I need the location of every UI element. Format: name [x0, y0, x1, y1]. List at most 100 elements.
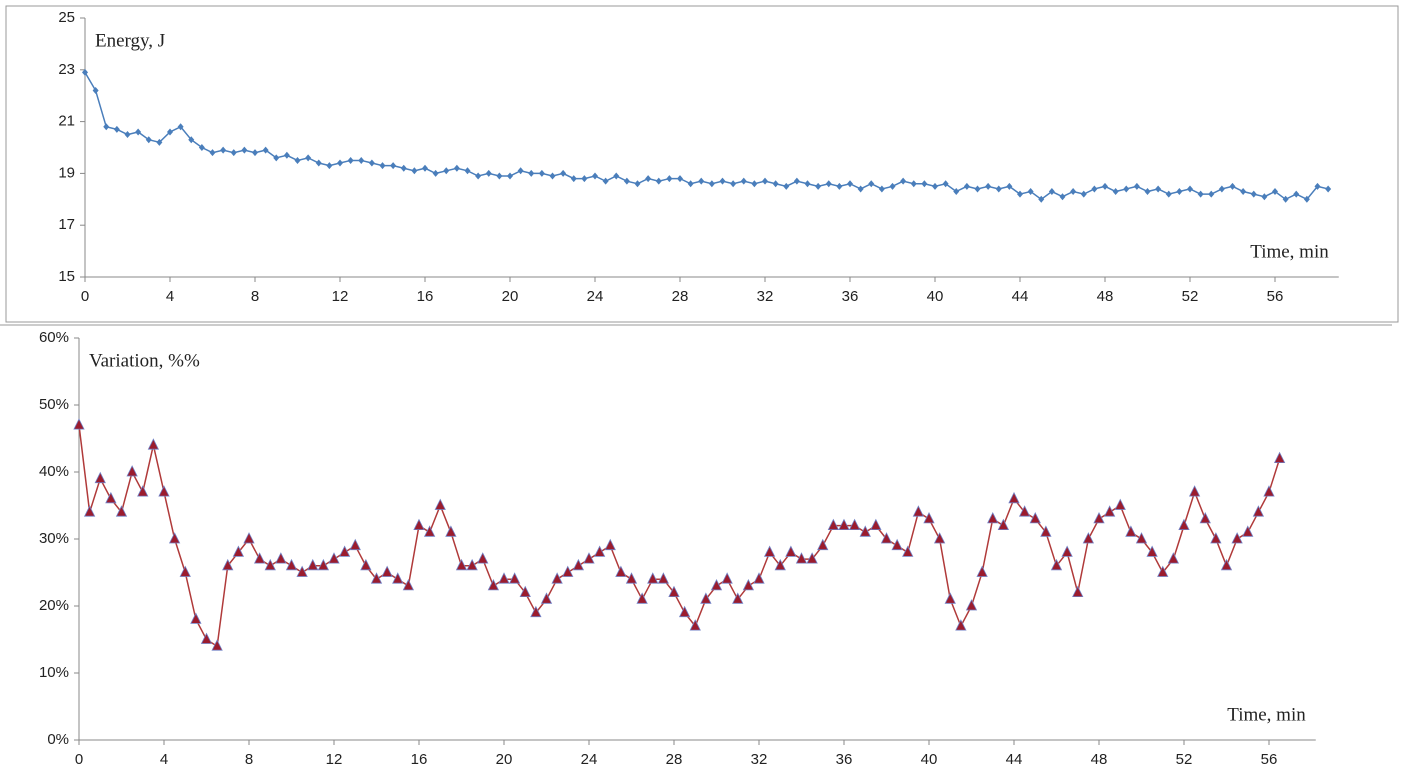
diamond-marker	[995, 185, 1002, 193]
triangle-marker	[307, 558, 319, 571]
triangle-marker	[1050, 558, 1063, 571]
triangle-marker	[933, 532, 946, 544]
triangle-marker	[689, 619, 701, 631]
triangle-marker	[158, 485, 170, 497]
diamond-marker	[740, 177, 747, 185]
diamond-marker	[1165, 190, 1172, 198]
diamond-marker	[326, 162, 333, 170]
triangle-marker	[604, 538, 616, 551]
triangle-marker	[190, 612, 202, 624]
diamond-marker	[103, 123, 110, 131]
triangle-marker	[763, 545, 776, 557]
y-tick-label: 40%	[39, 463, 69, 480]
triangle-marker	[466, 558, 478, 571]
diamond-marker	[932, 182, 938, 190]
triangle-marker	[338, 545, 351, 557]
diamond-marker	[687, 180, 694, 188]
triangle-marker	[147, 438, 160, 450]
triangle-marker	[1199, 512, 1211, 524]
triangle-marker	[732, 592, 744, 604]
diamond-marker	[1133, 182, 1140, 190]
triangle-marker	[1220, 558, 1233, 571]
triangle-marker	[115, 505, 128, 517]
triangle-marker	[1082, 532, 1095, 544]
y-tick-label: 15	[58, 268, 75, 285]
diamond-marker	[942, 180, 949, 188]
diamond-marker	[889, 182, 896, 190]
diamond-marker	[1123, 185, 1130, 193]
diamond-marker	[878, 185, 885, 193]
triangle-marker	[1188, 485, 1201, 497]
y-tick-label: 60%	[39, 329, 69, 346]
diamond-marker	[772, 180, 779, 188]
triangle-marker	[328, 552, 340, 564]
diamond-marker	[230, 149, 237, 157]
triangle-marker	[498, 572, 510, 584]
triangle-marker	[487, 579, 500, 591]
y-tick-label: 21	[58, 113, 75, 130]
diamond-marker	[315, 159, 322, 167]
diamond-marker	[1240, 188, 1247, 196]
triangle-marker	[232, 545, 245, 557]
diamond-marker	[368, 159, 375, 167]
triangle-marker	[827, 518, 840, 530]
x-tick-label: 44	[1006, 751, 1023, 768]
triangle-marker	[678, 605, 691, 618]
triangle-marker	[530, 605, 542, 618]
triangle-marker	[1135, 532, 1148, 544]
diamond-marker	[762, 177, 768, 185]
diamond-marker	[177, 123, 184, 131]
triangle-marker	[1093, 512, 1105, 524]
diamond-marker	[273, 154, 280, 162]
triangle-marker	[126, 465, 138, 477]
triangle-marker	[721, 572, 733, 584]
data-line	[84, 72, 1329, 201]
diamond-marker	[1293, 190, 1300, 198]
y-tick-label: 30%	[39, 530, 69, 547]
x-tick-label: 12	[326, 751, 343, 768]
diamond-marker	[135, 128, 142, 136]
triangle-marker	[774, 558, 786, 571]
diamond-marker	[496, 172, 503, 180]
y-tick-label: 19	[58, 164, 75, 181]
diamond-marker	[1250, 190, 1257, 198]
triangle-marker	[647, 572, 659, 584]
diamond-marker	[92, 87, 99, 95]
x-tick-label: 52	[1182, 288, 1199, 305]
diamond-marker	[730, 180, 737, 188]
diamond-marker	[422, 164, 428, 172]
diamond-marker	[167, 128, 173, 136]
x-tick-label: 8	[245, 751, 253, 768]
y-axis-title: Variation, %%	[89, 350, 200, 371]
diamond-marker	[974, 185, 981, 193]
diamond-marker	[1017, 190, 1023, 198]
diamond-marker	[549, 172, 556, 180]
triangle-marker	[73, 418, 85, 430]
x-tick-label: 44	[1012, 288, 1029, 305]
triangle-marker	[1167, 552, 1180, 564]
diamond-marker	[1048, 188, 1055, 196]
triangle-marker	[806, 552, 818, 564]
triangle-marker	[742, 579, 755, 591]
x-tick-label: 48	[1097, 288, 1114, 305]
x-tick-label: 4	[160, 751, 168, 768]
triangle-marker	[615, 565, 627, 577]
triangle-marker	[700, 592, 712, 604]
triangle-marker	[83, 505, 96, 517]
diamond-marker	[390, 162, 397, 170]
triangle-marker	[902, 545, 914, 557]
triangle-marker	[222, 558, 234, 571]
triangle-marker	[413, 518, 425, 530]
triangle-marker	[392, 572, 404, 584]
diamond-marker	[188, 136, 195, 144]
x-tick-label: 16	[417, 288, 434, 305]
triangle-marker	[370, 572, 383, 584]
diamond-marker	[868, 180, 875, 188]
x-axis-title: Time, min	[1250, 241, 1329, 262]
triangle-marker	[1061, 545, 1073, 557]
diamond-marker	[220, 146, 227, 154]
triangle-marker	[1029, 512, 1041, 524]
diamond-marker	[719, 177, 726, 185]
diamond-marker	[358, 156, 365, 164]
y-tick-label: 25	[58, 9, 75, 26]
